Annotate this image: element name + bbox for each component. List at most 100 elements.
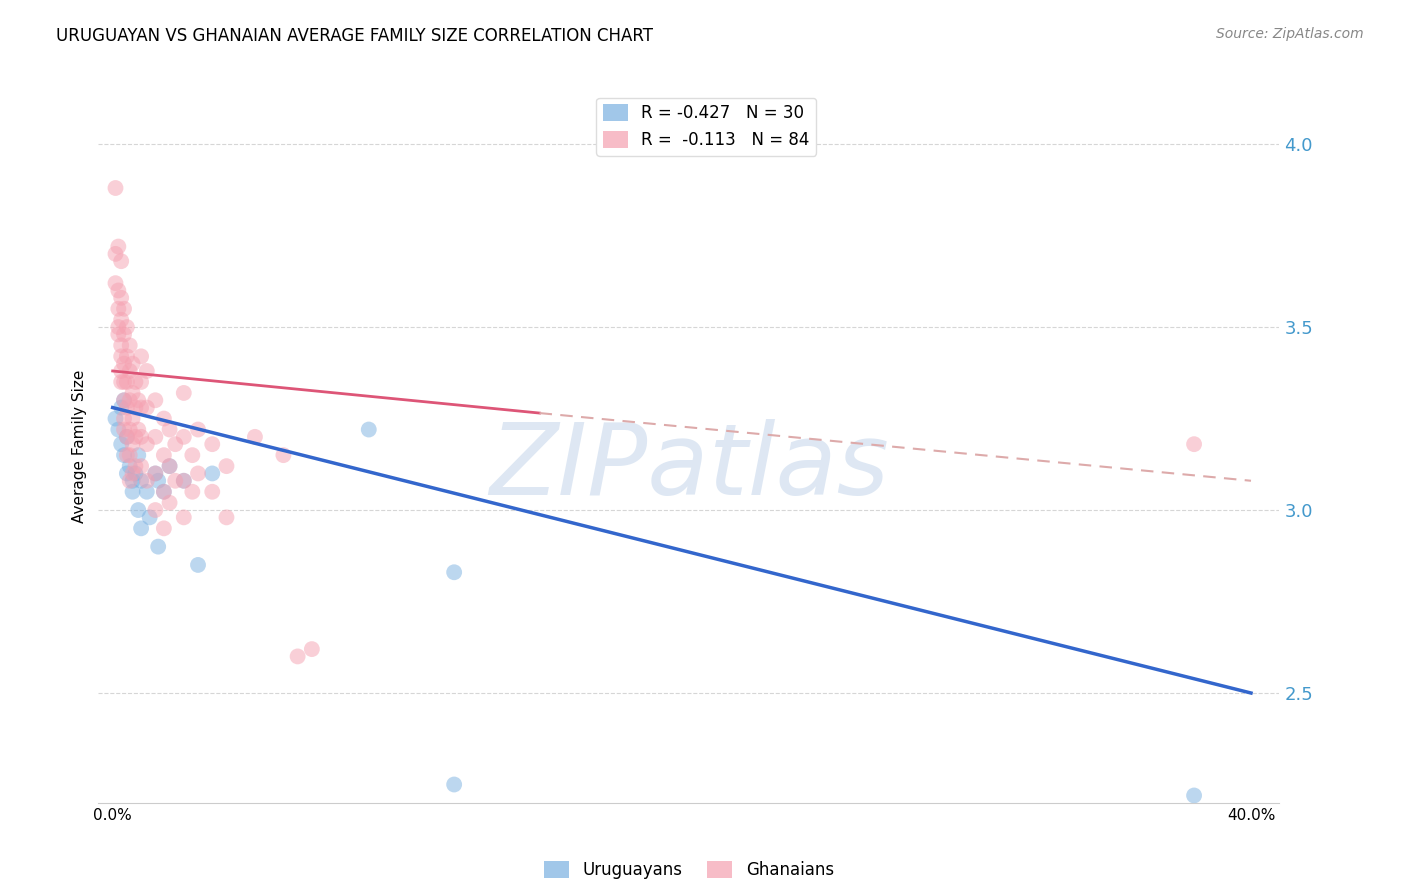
Point — [173, 386, 195, 401]
Point — [107, 327, 129, 342]
Point — [110, 254, 132, 268]
Point — [129, 459, 152, 474]
Point — [110, 375, 132, 389]
Point — [107, 423, 129, 437]
Point — [173, 430, 195, 444]
Point — [143, 467, 166, 481]
Point — [129, 474, 152, 488]
Point — [118, 364, 141, 378]
Point — [118, 459, 141, 474]
Point — [1182, 437, 1205, 451]
Point — [187, 558, 209, 572]
Point — [107, 239, 129, 253]
Point — [124, 459, 146, 474]
Point — [121, 437, 143, 451]
Point — [187, 467, 209, 481]
Point — [357, 423, 380, 437]
Legend: Uruguayans, Ghanaians: Uruguayans, Ghanaians — [537, 854, 841, 886]
Point — [153, 484, 176, 499]
Point — [127, 503, 149, 517]
Point — [135, 364, 157, 378]
Point — [118, 423, 141, 437]
Point — [107, 301, 129, 316]
Point — [165, 437, 187, 451]
Point — [112, 357, 135, 371]
Point — [112, 423, 135, 437]
Point — [112, 448, 135, 462]
Point — [112, 301, 135, 316]
Point — [112, 393, 135, 408]
Point — [215, 459, 238, 474]
Point — [143, 467, 166, 481]
Point — [135, 484, 157, 499]
Point — [148, 540, 170, 554]
Point — [301, 642, 323, 657]
Point — [153, 411, 176, 425]
Text: Source: ZipAtlas.com: Source: ZipAtlas.com — [1216, 27, 1364, 41]
Point — [148, 474, 170, 488]
Point — [124, 401, 146, 415]
Point — [143, 503, 166, 517]
Point — [215, 510, 238, 524]
Point — [124, 430, 146, 444]
Point — [135, 437, 157, 451]
Point — [243, 430, 266, 444]
Point — [115, 467, 138, 481]
Point — [159, 496, 181, 510]
Point — [118, 393, 141, 408]
Point — [187, 423, 209, 437]
Point — [115, 401, 138, 415]
Point — [173, 474, 195, 488]
Point — [124, 467, 146, 481]
Point — [143, 393, 166, 408]
Point — [118, 474, 141, 488]
Point — [127, 393, 149, 408]
Point — [143, 430, 166, 444]
Point — [135, 474, 157, 488]
Point — [153, 484, 176, 499]
Point — [104, 276, 127, 290]
Point — [201, 484, 224, 499]
Point — [110, 338, 132, 352]
Point — [127, 448, 149, 462]
Point — [121, 484, 143, 499]
Point — [118, 448, 141, 462]
Point — [287, 649, 309, 664]
Point — [181, 484, 204, 499]
Point — [129, 349, 152, 363]
Text: ZIPatlas: ZIPatlas — [489, 419, 889, 516]
Point — [110, 401, 132, 415]
Point — [181, 448, 204, 462]
Point — [115, 448, 138, 462]
Point — [153, 448, 176, 462]
Point — [118, 338, 141, 352]
Point — [107, 320, 129, 334]
Point — [112, 375, 135, 389]
Text: URUGUAYAN VS GHANAIAN AVERAGE FAMILY SIZE CORRELATION CHART: URUGUAYAN VS GHANAIAN AVERAGE FAMILY SIZ… — [56, 27, 654, 45]
Point — [135, 401, 157, 415]
Point — [124, 375, 146, 389]
Point — [159, 459, 181, 474]
Point — [115, 320, 138, 334]
Point — [110, 437, 132, 451]
Point — [110, 349, 132, 363]
Point — [112, 327, 135, 342]
Point — [115, 430, 138, 444]
Point — [121, 357, 143, 371]
Point — [115, 430, 138, 444]
Point — [153, 521, 176, 535]
Point — [1182, 789, 1205, 803]
Point — [129, 521, 152, 535]
Point — [201, 467, 224, 481]
Point — [107, 284, 129, 298]
Point — [173, 510, 195, 524]
Point — [110, 312, 132, 326]
Point — [112, 393, 135, 408]
Point — [201, 437, 224, 451]
Point — [165, 474, 187, 488]
Point — [104, 247, 127, 261]
Point — [129, 430, 152, 444]
Point — [443, 777, 465, 791]
Point — [121, 411, 143, 425]
Point — [115, 375, 138, 389]
